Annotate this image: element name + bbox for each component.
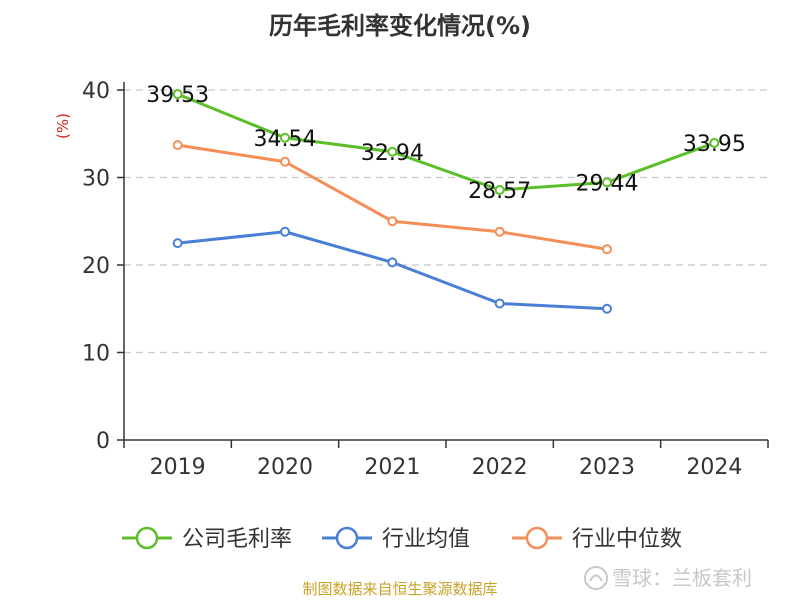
data-point: [387, 146, 398, 157]
x-tick-label: 2023: [579, 455, 635, 480]
legend-item: 公司毛利率: [122, 526, 292, 552]
data-point: [172, 238, 183, 249]
data-label: 33.95: [683, 132, 746, 157]
data-point: [280, 226, 290, 237]
series-line: [177, 92, 715, 192]
data-point: [387, 257, 398, 268]
grid-lines: [117, 89, 768, 441]
y-tick-labels: 0 10 20 30 40: [82, 79, 110, 454]
data-point: [280, 132, 290, 143]
data-point: [494, 226, 505, 237]
y-tick-label: 20: [82, 254, 110, 279]
data-label: 29.44: [576, 171, 639, 196]
data-label: 32.94: [361, 141, 424, 166]
watermark: 雪球：兰板套利: [584, 566, 752, 590]
data-label: 28.57: [468, 179, 531, 204]
source-note: 制图数据来自恒生聚源数据库: [302, 580, 497, 598]
data-point: [172, 89, 183, 100]
x-tick-label: 2020: [257, 455, 313, 480]
legend-marker: [525, 526, 549, 550]
legend-label: 公司毛利率: [182, 527, 292, 552]
y-axis-label: (%): [54, 113, 72, 139]
data-label: 39.53: [146, 83, 209, 108]
data-point: [172, 140, 183, 151]
data-point: [494, 185, 505, 196]
series-1: 39.53 34.54 32.94 28.57 29.44 33.95: [146, 83, 746, 204]
y-tick-label: 0: [96, 429, 110, 454]
legend-item: 行业均值: [322, 526, 470, 552]
data-point: [602, 177, 612, 188]
legend-item: 行业中位数: [512, 526, 682, 552]
x-tick-labels: 2019 2020 2021 2022 2023 2024: [150, 455, 743, 480]
y-tick-label: 30: [82, 167, 110, 192]
data-point: [494, 298, 505, 309]
data-point: [387, 216, 398, 227]
x-tick-label: 2019: [150, 455, 206, 480]
series-3: [172, 140, 612, 255]
axes: [123, 82, 769, 448]
y-tick-label: 10: [82, 342, 110, 367]
series-line: [177, 230, 608, 311]
data-label: 34.54: [254, 127, 317, 152]
series-group: 39.53 34.54 32.94 28.57 29.44 33.95: [146, 83, 746, 314]
data-point: [602, 303, 612, 314]
data-point: [280, 156, 290, 167]
legend-label: 行业中位数: [572, 527, 682, 552]
x-tick-label: 2022: [472, 455, 528, 480]
watermark-text: 雪球：兰板套利: [612, 566, 752, 590]
series-2: [172, 226, 612, 314]
snowball-logo-icon: [584, 566, 608, 590]
x-tick-label: 2021: [364, 455, 420, 480]
legend: 公司毛利率 行业均值 行业中位数: [122, 526, 682, 552]
legend-label: 行业均值: [382, 527, 470, 552]
data-point: [709, 137, 720, 148]
legend-marker: [135, 526, 159, 550]
y-tick-label: 40: [82, 79, 110, 104]
chart-title: 历年毛利率变化情况(%): [269, 12, 531, 40]
x-tick-label: 2024: [686, 455, 742, 480]
data-point: [602, 244, 612, 255]
legend-marker: [335, 526, 359, 550]
